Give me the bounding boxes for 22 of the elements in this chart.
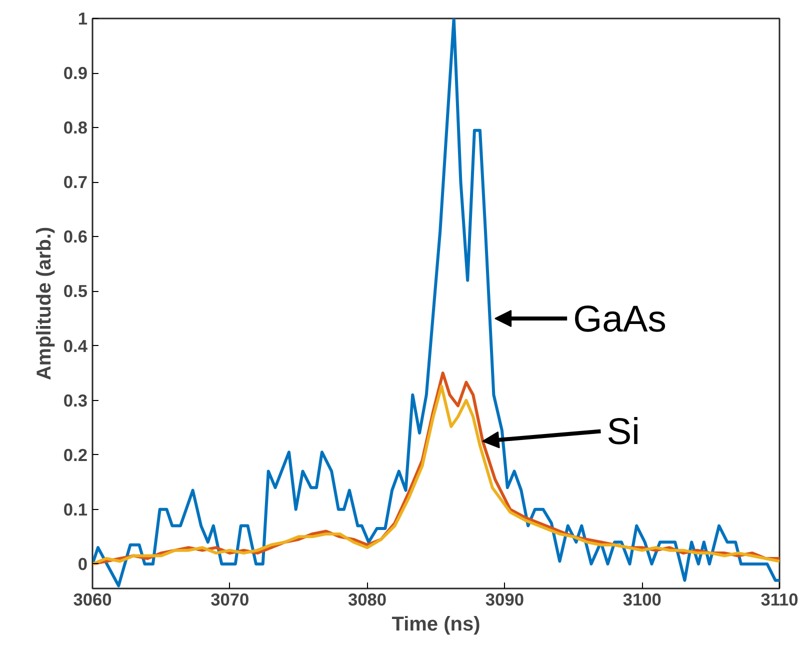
x-axis-title: Time (ns) — [392, 614, 480, 636]
x-tick-label: 3080 — [348, 590, 387, 610]
y-tick-label: 0.2 — [63, 444, 88, 465]
x-tick-label: 3100 — [622, 590, 662, 610]
y-tick-label: 0.9 — [63, 63, 88, 84]
x-tick-label: 3090 — [485, 590, 524, 610]
line-series — [92, 18, 780, 588]
y-tick-label: 0.4 — [63, 336, 88, 356]
y-tick-label: 0.3 — [63, 390, 88, 410]
x-tick-label: 3060 — [73, 590, 112, 610]
y-tick-label: 0.5 — [63, 281, 88, 302]
x-tick-label: 3110 — [760, 590, 798, 610]
x-tick-label: 3070 — [210, 590, 250, 610]
y-tick-label: 0.6 — [63, 226, 88, 247]
annotation: Si — [606, 410, 640, 452]
y-tick-label: 1 — [78, 8, 88, 28]
y-tick-label: 0 — [78, 554, 88, 574]
y-tick-label: 0.8 — [63, 118, 88, 138]
y-tick-label: 0.7 — [63, 172, 88, 192]
annotation: GaAs — [573, 298, 666, 340]
y-tick-label: 0.1 — [63, 499, 88, 520]
y-axis-title: Amplitude (arb.) — [33, 226, 56, 380]
